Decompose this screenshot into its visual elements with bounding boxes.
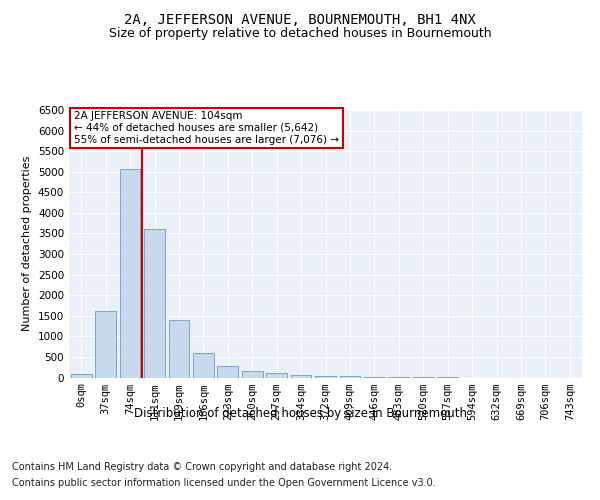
Bar xyxy=(71,374,92,378)
Bar xyxy=(144,230,165,378)
Bar xyxy=(193,353,214,378)
Bar xyxy=(217,366,238,378)
Bar xyxy=(242,372,263,378)
Bar xyxy=(266,374,287,378)
Y-axis label: Number of detached properties: Number of detached properties xyxy=(22,156,32,332)
Bar xyxy=(315,376,336,378)
Bar xyxy=(169,320,190,378)
Text: Contains HM Land Registry data © Crown copyright and database right 2024.: Contains HM Land Registry data © Crown c… xyxy=(12,462,392,472)
Text: Contains public sector information licensed under the Open Government Licence v3: Contains public sector information licen… xyxy=(12,478,436,488)
Text: 2A, JEFFERSON AVENUE, BOURNEMOUTH, BH1 4NX: 2A, JEFFERSON AVENUE, BOURNEMOUTH, BH1 4… xyxy=(124,12,476,26)
Bar xyxy=(95,310,116,378)
Bar xyxy=(340,376,361,378)
Text: Size of property relative to detached houses in Bournemouth: Size of property relative to detached ho… xyxy=(109,28,491,40)
Bar xyxy=(290,375,311,378)
Text: 2A JEFFERSON AVENUE: 104sqm
← 44% of detached houses are smaller (5,642)
55% of : 2A JEFFERSON AVENUE: 104sqm ← 44% of det… xyxy=(74,112,339,144)
Text: Distribution of detached houses by size in Bournemouth: Distribution of detached houses by size … xyxy=(133,408,467,420)
Bar xyxy=(119,168,140,378)
